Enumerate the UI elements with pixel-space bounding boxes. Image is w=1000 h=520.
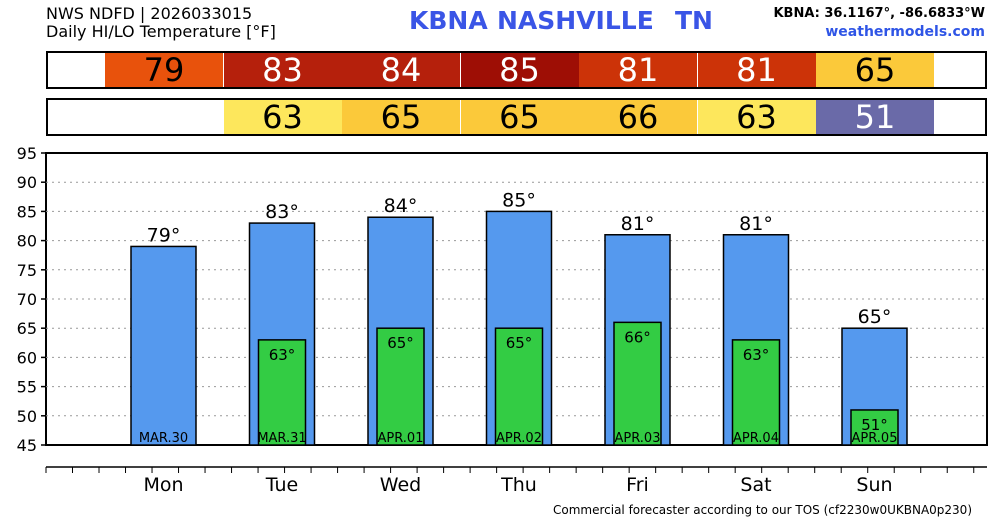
low-bar (257, 339, 307, 446)
day-label: Thu (500, 474, 537, 496)
state-name: TN (675, 6, 713, 35)
low-bar (494, 327, 544, 446)
low-temp-cell: 51 (816, 100, 934, 135)
low-bar-label: 66° (624, 328, 651, 346)
low-bar (376, 327, 425, 446)
city-name: NASHVILLE (497, 6, 654, 35)
low-temp-cell (105, 100, 223, 134)
y-tick-label: 85 (17, 202, 37, 221)
low-bar (613, 321, 662, 446)
date-label: APR.03 (615, 431, 661, 446)
product-subtitle: Daily HI/LO Temperature [°F] (46, 22, 276, 41)
low-bar-label: 51° (861, 416, 888, 434)
high-temp-cell: 79 (105, 53, 223, 88)
low-bar-label: 65° (506, 334, 533, 352)
day-label: Sat (740, 474, 771, 496)
date-label: MAR.30 (139, 431, 188, 446)
day-label: Mon (143, 474, 183, 496)
high-temp-cell: 84 (342, 53, 460, 88)
y-tick-label: 50 (17, 407, 37, 426)
date-label: MAR.31 (257, 431, 306, 446)
date-label: APR.04 (733, 431, 779, 446)
high-bar-label: 79° (147, 224, 181, 246)
station-id: KBNA (409, 6, 488, 35)
y-tick-label: 95 (17, 144, 37, 163)
high-bar (130, 245, 197, 446)
y-tick-label: 65 (17, 319, 37, 338)
low-bar-label: 65° (387, 334, 414, 352)
low-bar-label: 63° (269, 346, 296, 364)
date-label: APR.01 (378, 431, 424, 446)
low-temp-strip: 63 65 65 66 63 51 (46, 98, 987, 136)
low-bar (731, 339, 781, 446)
high-bar-label: 81° (739, 213, 773, 235)
day-label: Sun (856, 474, 892, 496)
low-temp-cell: 65 (460, 100, 579, 135)
low-temp-cell: 63 (697, 100, 816, 135)
day-label: Wed (380, 474, 421, 496)
footer-note: Commercial forecaster according to our T… (552, 503, 972, 517)
y-tick-label: 75 (17, 261, 37, 280)
high-temp-cell: 65 (816, 53, 934, 88)
high-temp-cell: 83 (223, 53, 342, 88)
date-label: APR.02 (496, 431, 542, 446)
high-bar-label: 84° (384, 195, 418, 217)
high-bar-label: 85° (502, 189, 536, 211)
y-tick-label: 90 (17, 173, 37, 192)
high-bar-label: 81° (621, 213, 655, 235)
high-temp-cell: 85 (460, 53, 579, 88)
station-coords: KBNA: 36.1167°, -86.6833°W (773, 6, 985, 21)
y-tick-label: 70 (17, 290, 37, 309)
y-tick-label: 45 (17, 436, 37, 455)
high-bar-label: 83° (265, 201, 299, 223)
low-temp-cell: 66 (579, 100, 697, 135)
day-label: Tue (265, 474, 298, 496)
y-tick-label: 55 (17, 378, 37, 397)
date-label: APR.05 (852, 431, 898, 446)
low-temp-cell: 65 (342, 100, 460, 135)
y-tick-label: 80 (17, 232, 37, 251)
product-title: NWS NDFD | 2026033015 (46, 4, 253, 23)
site-link[interactable]: weathermodels.com (825, 24, 985, 40)
high-bar-label: 65° (858, 306, 892, 328)
temperature-chart: 95 90 85 80 75 70 65 60 55 50 45 79° MAR.30 Mon 83° 63°… (17, 144, 988, 496)
low-bar (850, 409, 899, 446)
high-temp-cell: 81 (697, 53, 816, 88)
y-tick-label: 60 (17, 348, 37, 367)
high-temp-strip: 79 83 84 85 81 81 65 (46, 51, 987, 89)
low-temp-cell: 63 (223, 100, 342, 135)
day-label: Fri (626, 474, 649, 496)
high-temp-cell: 81 (579, 53, 697, 88)
low-bar-label: 63° (743, 346, 770, 364)
